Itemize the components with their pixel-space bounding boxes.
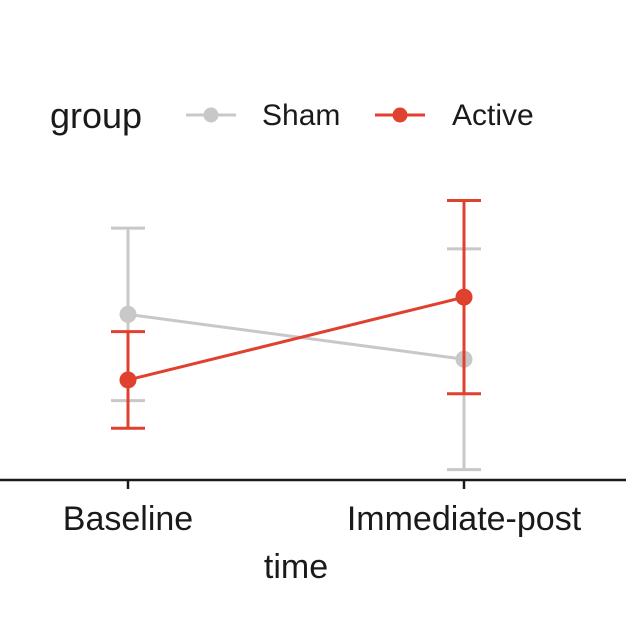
x-tick-label-1: Immediate-post [347,500,582,538]
legend-label-active: Active [452,99,534,132]
legend-item-sham: Sham [186,99,340,132]
plot-area [111,199,481,472]
legend-item-active: Active [375,99,534,132]
data-point-active-1 [455,288,473,306]
x-tick-label-0: Baseline [63,500,193,538]
legend-title: group [50,95,142,136]
x-axis-ticks: Baseline Immediate-post [63,480,582,538]
data-point-active-0 [119,371,137,389]
legend-key-point-active [392,107,408,123]
series-line-active [127,295,465,382]
series-sham [111,226,481,472]
legend-key-point-sham [203,107,219,123]
series-line-sham [127,312,465,361]
legend-label-sham: Sham [262,99,340,132]
legend: group Sham Active [50,95,534,136]
series-active [111,199,481,430]
x-axis-title: time [264,548,328,586]
data-point-sham-0 [119,305,137,323]
